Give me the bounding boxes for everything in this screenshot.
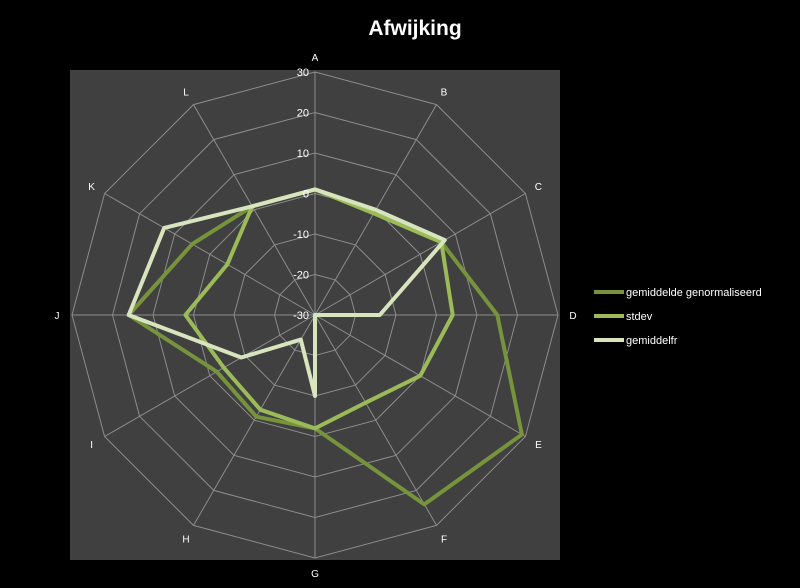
category-label: E [535,440,542,451]
category-label: J [55,311,60,322]
legend-label: gemiddelfr [626,335,678,347]
tick-label: -30 [293,310,309,322]
category-label: D [569,311,576,322]
category-label: L [183,88,189,99]
category-label: C [535,182,542,193]
category-label: B [441,88,448,99]
grid-spoke [104,314,316,437]
tick-label: 20 [297,108,309,120]
grid-spoke [314,314,437,526]
grid-spoke [314,193,526,316]
grid-spoke [193,104,316,316]
legend: gemiddelde genormaliseerd stdev gemiddelfr [594,287,762,347]
category-label: K [88,182,95,193]
chart-title: Afwijking [368,17,461,40]
category-label: H [182,534,189,545]
series-line-3 [126,187,447,398]
legend-label: stdev [626,311,653,323]
tick-label: -20 [293,270,309,282]
grid-spoke [104,193,316,316]
category-labels: A B C D E F G H I J K L [55,53,577,580]
tick-labels: -30 -20 -10 0 10 20 30 [293,67,309,322]
category-label: A [312,53,319,64]
tick-label: -10 [293,229,309,241]
category-label: G [311,569,319,580]
category-label: I [90,440,93,451]
tick-label: 0 [303,189,309,201]
tick-label: 10 [297,148,309,160]
series-layer [126,187,524,507]
category-label: F [441,534,447,545]
legend-label: gemiddelde genormaliseerd [626,287,762,299]
tick-label: 30 [297,67,309,79]
grid-spoke [193,314,316,526]
